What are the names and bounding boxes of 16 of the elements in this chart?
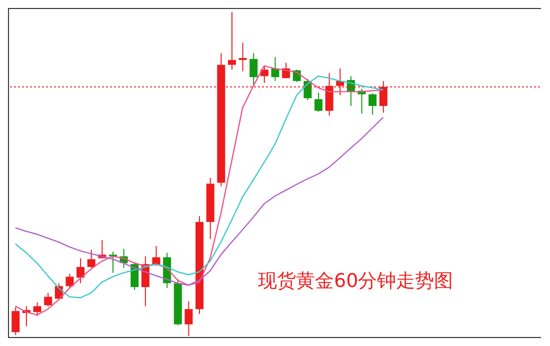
candlestick <box>314 92 322 112</box>
candlestick <box>12 306 20 336</box>
candlestick <box>238 42 247 72</box>
candlestick <box>33 302 42 316</box>
candlestick <box>130 262 139 290</box>
candlestick <box>108 251 117 274</box>
candlestick <box>250 52 258 86</box>
candlestick <box>368 92 377 116</box>
candlestick <box>87 249 96 268</box>
candlestick <box>66 273 74 289</box>
candlestick <box>44 292 52 307</box>
candlestick <box>76 258 85 284</box>
candlestick <box>184 300 193 336</box>
candlestick <box>260 65 268 84</box>
candlestick <box>228 12 236 70</box>
annotation: 现货黄金60分钟走势图 <box>258 269 454 294</box>
